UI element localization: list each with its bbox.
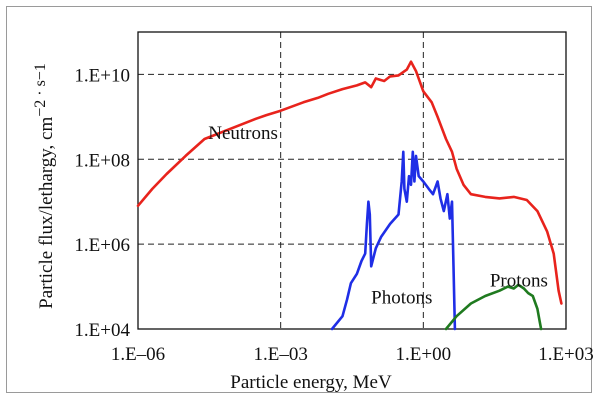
x-tick-label: 1.E–03 — [253, 344, 307, 365]
x-tick-label: 1.E–06 — [111, 344, 165, 365]
x-tick-labels: 1.E–06 1.E–03 1.E+00 1.E+03 — [111, 344, 594, 365]
y-axis-label-text: Particle flux/lethargy, cm — [36, 117, 57, 309]
series-line-protons — [444, 283, 543, 331]
annotation-protons: Protons — [490, 271, 548, 292]
y-axis-label: Particle flux/lethargy, cm−2 · s−1 — [32, 63, 57, 309]
y-tick-label: 1.E+06 — [74, 235, 130, 256]
y-axis-label-unit: −2 · s−1 — [32, 63, 49, 117]
x-axis-label: Particle energy, MeV — [230, 372, 392, 393]
x-tick-label: 1.E+00 — [396, 344, 452, 365]
y-tick-label: 1.E+08 — [74, 150, 130, 171]
plot-area — [137, 31, 567, 330]
series-annotations: Neutrons Photons Protons — [208, 123, 548, 308]
series-line-neutrons — [136, 60, 563, 305]
y-tick-labels: 1.E+04 1.E+06 1.E+08 1.E+10 — [74, 65, 130, 341]
grid-lines — [138, 32, 566, 329]
y-tick-label: 1.E+04 — [74, 320, 130, 341]
annotation-photons: Photons — [371, 287, 432, 308]
x-tick-label: 1.E+03 — [538, 344, 594, 365]
series-line-photons — [330, 150, 457, 331]
series-group — [136, 60, 563, 331]
y-tick-label: 1.E+10 — [74, 65, 130, 86]
annotation-neutrons: Neutrons — [208, 123, 278, 144]
